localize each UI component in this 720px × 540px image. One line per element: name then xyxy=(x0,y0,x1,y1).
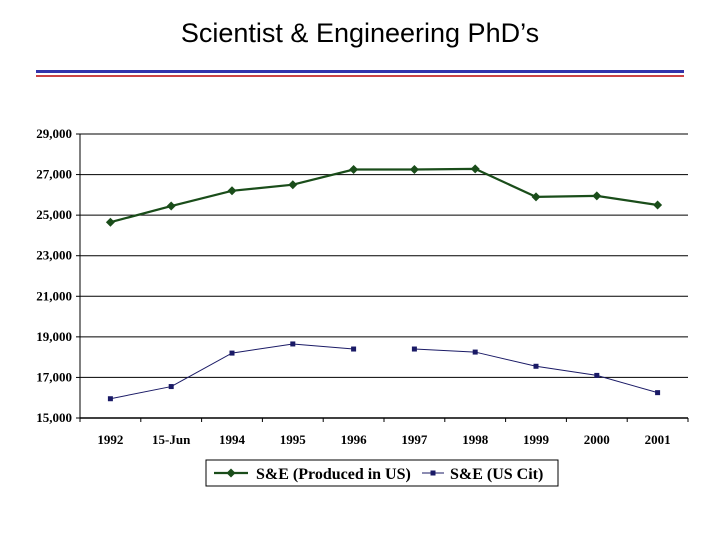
y-tick-label: 25,000 xyxy=(36,207,72,222)
x-tick-label: 1997 xyxy=(401,432,428,447)
data-point-1 xyxy=(229,350,235,356)
data-point-0 xyxy=(105,217,115,227)
data-point-1 xyxy=(290,341,296,347)
x-tick-label: 2000 xyxy=(584,432,610,447)
legend-swatch-marker-0 xyxy=(226,468,236,478)
legend: S&E (Produced in US) S&E (US Cit) xyxy=(205,459,559,487)
y-tick-label: 23,000 xyxy=(36,248,72,263)
series-lines xyxy=(105,164,663,402)
x-tick-label: 1998 xyxy=(462,432,489,447)
data-point-0 xyxy=(592,191,602,201)
x-tick-label: 1994 xyxy=(219,432,246,447)
data-point-0 xyxy=(227,186,237,196)
y-tick-label: 21,000 xyxy=(36,288,72,303)
y-tick-label: 29,000 xyxy=(36,126,72,141)
series-line-1 xyxy=(414,348,658,394)
x-tick-label: 1999 xyxy=(523,432,550,447)
title-rule-blue xyxy=(36,70,684,73)
y-tick-label: 27,000 xyxy=(36,167,72,182)
title-rule-red xyxy=(36,75,684,77)
data-point-0 xyxy=(288,180,298,190)
y-tick-label: 15,000 xyxy=(36,410,72,425)
axes: 15,000 17,000 19,000 21,000 23,000 25,000 27,0… xyxy=(36,126,689,447)
x-tick-label: 1992 xyxy=(97,432,123,447)
data-point-0 xyxy=(653,200,663,210)
y-tick-label: 19,000 xyxy=(36,329,72,344)
legend-swatch-marker-1 xyxy=(430,470,436,476)
x-tick-label: 2001 xyxy=(645,432,671,447)
x-tick-label: 15-Jun xyxy=(152,432,191,447)
data-point-0 xyxy=(409,165,419,174)
data-point-0 xyxy=(166,201,176,211)
data-point-1 xyxy=(168,384,174,390)
legend-label-1: S&E (US Cit) xyxy=(450,466,543,483)
data-point-1 xyxy=(107,396,113,402)
slide-title: Scientist & Engineering PhD’s xyxy=(180,18,540,48)
data-point-1 xyxy=(472,349,478,355)
data-point-1 xyxy=(655,390,661,396)
x-tick-label: 1996 xyxy=(341,432,368,447)
data-point-1 xyxy=(351,346,357,352)
data-point-1 xyxy=(411,346,417,352)
data-point-0 xyxy=(349,165,359,174)
series-line-0 xyxy=(110,167,658,224)
data-point-0 xyxy=(470,164,480,174)
data-point-1 xyxy=(533,363,539,369)
data-point-1 xyxy=(594,372,600,378)
legend-box xyxy=(205,459,559,487)
x-tick-label: 1995 xyxy=(280,432,307,447)
y-tick-label: 17,000 xyxy=(36,369,72,384)
legend-label-0: S&E (Produced in US) xyxy=(256,466,411,483)
data-point-0 xyxy=(531,192,541,202)
